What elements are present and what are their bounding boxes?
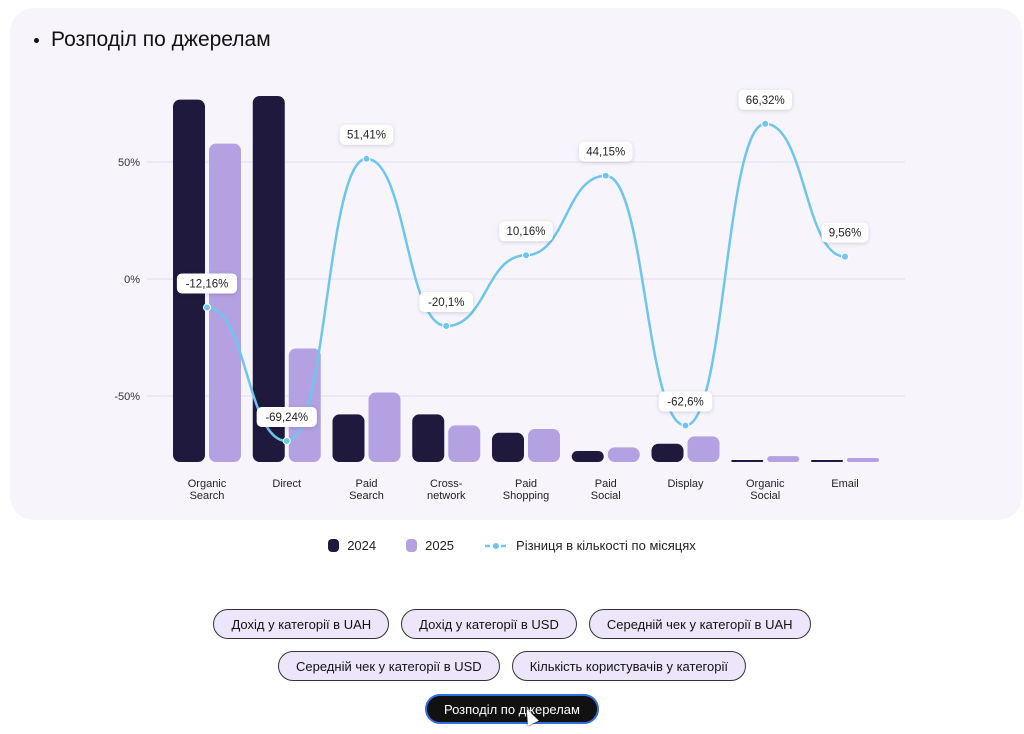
- legend-swatch-2024: [328, 539, 340, 552]
- revenue-uah-button[interactable]: Дохід у категорії в UAH: [213, 609, 390, 639]
- x-tick-label: network: [427, 490, 466, 502]
- x-tick-label: Shopping: [503, 490, 550, 502]
- bar-2025: [448, 425, 481, 462]
- legend-label: Різниця в кількості по місяцях: [516, 538, 696, 553]
- bar-2024: [651, 443, 684, 462]
- legend-diff[interactable]: Різниця в кількості по місяцях: [484, 538, 696, 553]
- bar-2025: [209, 143, 241, 462]
- data-label: -69,24%: [265, 412, 308, 424]
- bar-2024: [571, 451, 604, 462]
- x-tick-label: Organic: [746, 478, 785, 490]
- difference-line: [206, 122, 846, 443]
- avg-check-uah-button[interactable]: Середній чек у категорії в UAH: [588, 609, 811, 639]
- data-label-box: [658, 391, 713, 412]
- line-point: [601, 171, 610, 180]
- data-label: -20,1%: [428, 297, 464, 309]
- legend-line-icon: [485, 542, 508, 549]
- y-tick-label: -50%: [114, 391, 140, 403]
- line-point: [681, 421, 690, 430]
- y-tick-label: 50%: [118, 157, 140, 169]
- x-tick-label: Direct: [272, 478, 301, 490]
- x-tick-label: Paid: [515, 478, 537, 490]
- data-label-box: [419, 292, 474, 313]
- bar-2024: [332, 414, 365, 462]
- legend-2024[interactable]: 2024: [328, 538, 376, 553]
- line-point: [522, 251, 530, 260]
- x-tick-label: Email: [831, 478, 859, 490]
- data-label: 9,56%: [829, 228, 862, 240]
- bar-2024: [252, 96, 285, 462]
- line-point: [362, 154, 371, 163]
- data-label: -12,16%: [186, 278, 229, 290]
- avg-check-usd-button[interactable]: Середній чек у категорії в USD: [278, 651, 500, 681]
- legend-swatch-2025: [406, 539, 418, 552]
- bar-2025: [767, 456, 800, 462]
- bar-2025: [607, 447, 640, 462]
- line-point: [282, 437, 291, 446]
- x-tick-label: Paid: [595, 478, 617, 490]
- data-label-box: [176, 273, 238, 294]
- x-tick-label: Search: [190, 490, 225, 502]
- bar-2024: [492, 432, 524, 462]
- x-tick-label: Search: [349, 490, 384, 502]
- chart-title-text: Розподіл по джерелам: [51, 28, 271, 51]
- sources-distribution-button[interactable]: Розподіл по джерелам: [425, 694, 599, 724]
- revenue-usd-button[interactable]: Дохід у категорії в USD: [401, 609, 577, 639]
- bar-2025: [687, 436, 720, 462]
- button-row-1: Дохід у категорії в UAH Дохід у категорі…: [0, 609, 1024, 639]
- data-label: 44,15%: [586, 147, 625, 159]
- legend-label: 2025: [425, 538, 455, 553]
- x-tick-label: Social: [750, 490, 780, 502]
- x-tick-label: Social: [591, 490, 621, 502]
- bar-2025: [528, 429, 560, 462]
- data-label-box: [821, 222, 869, 243]
- data-label: 66,32%: [746, 95, 785, 107]
- y-tick-label: 0%: [124, 274, 140, 286]
- x-tick-label: Organic: [188, 478, 227, 490]
- data-label-box: [499, 221, 553, 242]
- button-row-2: Середній чек у категорії в USD Кількість…: [0, 651, 1024, 681]
- data-label-box: [738, 89, 793, 110]
- bar-2025: [368, 392, 401, 462]
- bar-2025: [847, 457, 879, 462]
- line-point: [203, 303, 211, 312]
- bar-2024: [731, 460, 764, 462]
- data-label-box: [578, 141, 633, 162]
- data-label-box: [339, 124, 394, 145]
- data-label: 10,16%: [506, 226, 545, 238]
- chart-title: Розподіл по джерелам: [34, 28, 271, 52]
- data-label-box: [256, 407, 317, 428]
- users-count-button[interactable]: Кількість користувачів у категорії: [511, 651, 746, 681]
- legend-2025[interactable]: 2025: [406, 538, 454, 553]
- line-point: [841, 252, 849, 261]
- data-label: -62,6%: [667, 396, 703, 408]
- chart-legend: 2024 2025 Різниця в кількості по місяцях: [0, 538, 1024, 553]
- bar-2024: [811, 460, 843, 462]
- data-label: 51,41%: [347, 130, 386, 142]
- bullet-icon: [34, 37, 39, 43]
- bar-2024: [412, 414, 445, 462]
- line-point: [761, 119, 770, 128]
- x-tick-label: Cross-: [430, 478, 463, 490]
- x-tick-label: Paid: [355, 478, 377, 490]
- legend-label: 2024: [347, 538, 377, 553]
- x-tick-label: Display: [667, 478, 704, 490]
- button-row-3: Розподіл по джерелам: [0, 694, 1024, 724]
- line-point: [442, 322, 451, 331]
